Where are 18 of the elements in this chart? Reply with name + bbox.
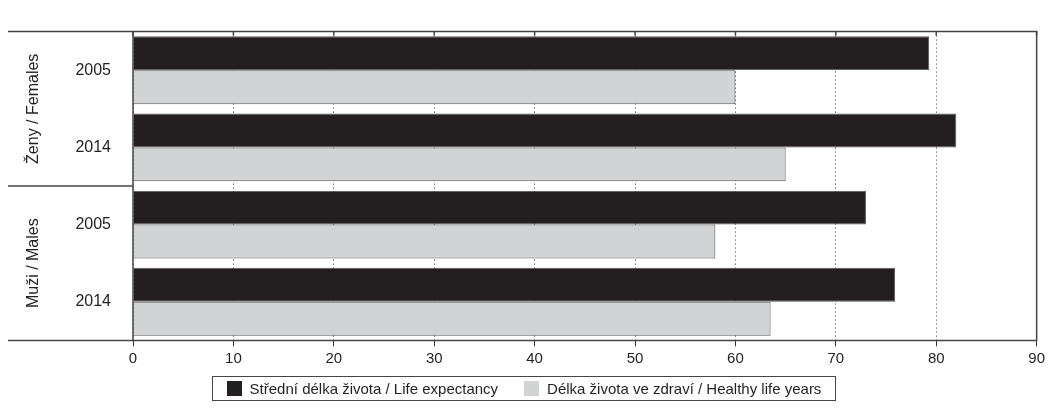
- y-tick-label: 2014: [75, 137, 112, 155]
- y-tick-label: 2014: [75, 292, 112, 310]
- x-tick-label: 0: [128, 348, 138, 366]
- text: Ženy / Females: [23, 53, 42, 164]
- x-tick-label: 90: [1028, 348, 1045, 366]
- x-tick-label: 40: [526, 348, 543, 366]
- x-tick-label: 10: [225, 348, 242, 366]
- legend-label: Střední délka života / Life expectancy: [249, 380, 499, 397]
- text: Muži / Males: [24, 218, 42, 309]
- x-tick-label: 30: [425, 348, 443, 366]
- x-tick-label: 20: [325, 348, 343, 366]
- x-tick-label: 80: [927, 348, 945, 366]
- y-tick-label: 2005: [75, 60, 112, 78]
- y-tick-label: 2005: [75, 215, 112, 233]
- legend-label: Délka života ve zdraví / Healthy life years: [547, 380, 822, 397]
- x-tick-label: 50: [626, 348, 644, 366]
- x-tick-label: 60: [727, 348, 744, 366]
- x-tick-label: 70: [827, 348, 845, 366]
